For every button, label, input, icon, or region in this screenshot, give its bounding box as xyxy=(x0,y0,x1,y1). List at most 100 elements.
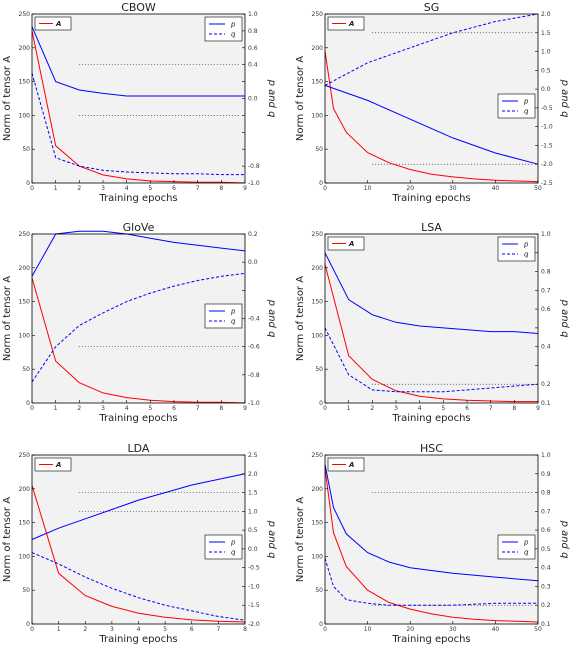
series-line-a xyxy=(31,30,246,184)
y-axis-label: Norm of tensor A xyxy=(2,276,13,361)
legend-label: p xyxy=(523,539,529,547)
y2-tick-label: 1.0 xyxy=(248,508,258,515)
y2-tick-label: -1.0 xyxy=(248,583,260,590)
x-tick-label: 9 xyxy=(536,405,540,412)
y-axis-label: Norm of tensor A xyxy=(2,497,13,582)
x-tick-label: 10 xyxy=(364,185,372,192)
y2-tick-label: -0.8 xyxy=(248,372,260,379)
series-line-a xyxy=(31,485,246,623)
x-tick-label: 5 xyxy=(148,405,152,412)
legend-box xyxy=(497,534,536,560)
y2-tick-label: 0.9 xyxy=(541,471,551,478)
y2-tick-label: -0.5 xyxy=(248,565,260,572)
y2-axis-label: p and q xyxy=(266,520,277,559)
x-tick-label: 4 xyxy=(418,405,422,412)
chart-title: LSA xyxy=(421,221,442,234)
y-tick-label: 200 xyxy=(312,486,324,493)
y2-tick-label: 0.0 xyxy=(248,96,258,103)
legend-right: pq xyxy=(497,236,536,262)
legend-left: A xyxy=(34,457,72,472)
series-line-p xyxy=(324,252,539,334)
y2-tick-label: 2.0 xyxy=(248,471,258,478)
legend-box xyxy=(204,303,243,329)
x-tick-label: 0 xyxy=(323,626,327,633)
legend-left: A xyxy=(34,16,72,31)
y-tick-label: 0 xyxy=(319,400,323,407)
x-tick-label: 4 xyxy=(125,405,129,412)
plot-frame xyxy=(324,233,539,404)
x-tick-label: 20 xyxy=(406,185,414,192)
series-line-q xyxy=(324,558,538,606)
y2-tick-label: 0.1 xyxy=(541,621,551,628)
x-axis-label: Training epochs xyxy=(391,193,470,204)
y-tick-label: 100 xyxy=(19,553,31,560)
x-tick-label: 1 xyxy=(347,405,351,412)
y-tick-label: 50 xyxy=(22,587,30,594)
y-tick-label: 150 xyxy=(312,299,324,306)
chart-lsa: 0 1 2 3 4 5 6 7 8 9 0 50 100 150 200 250 0.1 0.2 0.4 0.6 0.7… xyxy=(295,221,570,424)
y2-tick-label: -1.5 xyxy=(248,602,260,609)
y2-tick-label: -1.5 xyxy=(541,142,553,149)
y-tick-label: 0 xyxy=(319,180,323,187)
legend-left: A xyxy=(327,457,365,472)
legend-left: A xyxy=(327,236,365,251)
y2-tick-label: 0.0 xyxy=(248,259,258,266)
legend-right: pq xyxy=(497,93,536,119)
x-tick-label: 30 xyxy=(449,626,457,633)
y2-tick-label: -1.0 xyxy=(248,180,260,187)
chart-hsc: 0 10 20 30 40 50 0 50 100 150 200 250 0.1 0.2 0.3 0.4 0.… xyxy=(295,442,570,645)
x-tick-label: 0 xyxy=(30,405,34,412)
y2-axis-label: p and q xyxy=(559,299,570,338)
y-tick-label: 250 xyxy=(19,11,31,18)
legend-box xyxy=(204,16,243,42)
series-line-a xyxy=(324,51,539,183)
series-line-q xyxy=(31,552,246,621)
y2-tick-label: 1.0 xyxy=(541,49,551,56)
x-tick-label: 7 xyxy=(216,626,220,633)
y-tick-label: 50 xyxy=(315,146,323,153)
y2-axis-label: p and q xyxy=(559,520,570,559)
plot-frame xyxy=(324,13,539,184)
x-tick-label: 6 xyxy=(190,626,194,633)
x-tick-label: 8 xyxy=(219,405,223,412)
y2-tick-label: 1.5 xyxy=(541,30,551,37)
chart-title: HSC xyxy=(420,442,443,455)
y2-tick-label: 0.4 xyxy=(248,62,258,69)
legend-box xyxy=(204,534,243,560)
chart-title: CBOW xyxy=(121,1,156,14)
x-tick-label: 3 xyxy=(110,626,114,633)
x-tick-label: 2 xyxy=(77,185,81,192)
y2-tick-label: 0.8 xyxy=(541,490,551,497)
chart-cbow: 0 1 2 3 4 5 6 7 8 9 0 50 100 150 200 250 -1.0 -0.8 0.0 0.4 0… xyxy=(2,1,277,204)
chart-title: SG xyxy=(424,1,440,14)
y-tick-label: 50 xyxy=(22,366,30,373)
x-tick-label: 3 xyxy=(394,405,398,412)
y-axis-label: Norm of tensor A xyxy=(295,276,306,361)
x-tick-label: 0 xyxy=(323,185,327,192)
x-tick-label: 1 xyxy=(54,185,58,192)
legend-box xyxy=(497,93,536,119)
series-line-q xyxy=(31,72,245,176)
y-tick-label: 200 xyxy=(19,265,31,272)
x-axis-label: Training epochs xyxy=(98,193,177,204)
x-tick-label: 6 xyxy=(172,405,176,412)
series-line-p xyxy=(31,26,245,97)
y2-tick-label: 0.7 xyxy=(541,287,551,294)
y2-tick-label: 1.0 xyxy=(248,11,258,18)
y-tick-label: 100 xyxy=(312,332,324,339)
chart-title: LDA xyxy=(128,442,150,455)
y2-tick-label: 1.0 xyxy=(541,452,551,459)
series-line-q xyxy=(324,327,539,393)
x-tick-label: 9 xyxy=(243,405,247,412)
y-tick-label: 150 xyxy=(312,520,324,527)
y2-tick-label: 1.0 xyxy=(541,231,551,238)
series-line-p xyxy=(31,473,246,540)
y2-axis-label: p and q xyxy=(559,79,570,118)
series-line-a xyxy=(324,468,539,623)
y2-tick-label: 0.0 xyxy=(541,86,551,93)
x-tick-label: 20 xyxy=(406,626,414,633)
x-tick-label: 7 xyxy=(196,405,200,412)
y2-tick-label: 0.2 xyxy=(248,231,258,238)
x-tick-label: 50 xyxy=(534,626,542,633)
